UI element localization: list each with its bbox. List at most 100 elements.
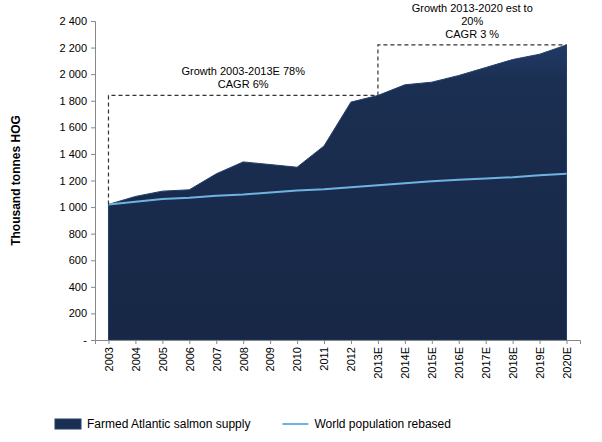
x-tick-label: 2015E: [426, 347, 438, 379]
y-tick-label: 400: [69, 281, 87, 293]
y-tick-label: 200: [69, 307, 87, 319]
y-axis-title: Thousand tonnes HOG: [9, 115, 23, 246]
legend-swatch: [282, 423, 308, 425]
x-tick: 2015E: [426, 340, 438, 379]
y-tick-label: 2 200: [59, 42, 87, 54]
x-tick: 2006: [184, 340, 196, 371]
y-tick-label: 2 000: [59, 68, 87, 80]
x-tick-mark: [378, 340, 379, 344]
y-tick: 1 800: [59, 95, 95, 107]
y-tick: 1 000: [59, 201, 95, 213]
plot-area: [108, 45, 566, 340]
x-tick-label: 2008: [238, 347, 250, 371]
x-tick: 2014E: [399, 340, 411, 379]
y-tick: 400: [69, 281, 95, 293]
x-tick: 2018E: [507, 340, 519, 379]
x-tick: 2009: [264, 340, 276, 371]
x-tick-mark: [216, 340, 217, 344]
x-tick-label: 2018E: [507, 347, 519, 379]
x-tick: 2003: [103, 340, 115, 371]
x-tick-mark: [135, 340, 136, 344]
x-tick-mark: [297, 340, 298, 344]
x-tick-label: 2014E: [399, 347, 411, 379]
y-tick-mark: [91, 181, 95, 182]
annotation-text: CAGR 6%: [218, 78, 269, 90]
x-tick: 2020E: [561, 340, 573, 379]
x-tick-label: 2020E: [561, 347, 573, 379]
x-tick-label: 2017E: [480, 347, 492, 379]
x-tick: 2016E: [453, 340, 465, 379]
x-axis-line: [96, 341, 581, 345]
x-tick-label: 2010: [291, 347, 303, 371]
x-tick-mark: [432, 340, 433, 344]
annotation-text: Growth 2013-2020 est to: [412, 2, 533, 14]
y-tick-label: 2 400: [59, 15, 87, 27]
y-tick-label: 800: [69, 228, 87, 240]
legend-label: World population rebased: [314, 417, 451, 431]
y-tick: 2 000: [59, 68, 95, 80]
y-tick-mark: [91, 340, 95, 341]
x-tick-mark: [162, 340, 163, 344]
y-tick-mark: [91, 74, 95, 75]
y-axis: - 200 400 600 800 1 000 1 200 1 400 1 600 1 800 2 …: [59, 15, 95, 346]
legend-label: Farmed Atlantic salmon supply: [87, 417, 250, 431]
y-tick-mark: [91, 127, 95, 128]
x-tick-label: 2005: [157, 347, 169, 371]
y-tick-mark: [91, 260, 95, 261]
x-tick: 2013E: [372, 340, 384, 379]
x-tick: 2011: [318, 340, 330, 371]
x-tick-label: 2016E: [453, 347, 465, 379]
x-tick: 2005: [157, 340, 169, 371]
x-tick-label: 2013E: [372, 347, 384, 379]
annotation-text: 20%: [461, 15, 483, 27]
y-tick-label: 1 800: [59, 95, 87, 107]
x-tick-label: 2009: [264, 347, 276, 371]
x-tick-mark: [540, 340, 541, 344]
y-tick-label: 600: [69, 254, 87, 266]
annotation-bracket: [378, 45, 567, 96]
y-tick: 2 400: [59, 15, 95, 27]
legend-swatch: [55, 419, 81, 429]
x-tick-mark: [270, 340, 271, 344]
x-tick: 2007: [211, 340, 223, 371]
annotation-text: Growth 2003-2013E 78%: [181, 65, 305, 77]
y-tick-mark: [91, 101, 95, 102]
y-tick-label: 1 600: [59, 121, 87, 133]
y-tick: 2 200: [59, 42, 95, 54]
y-tick: 600: [69, 254, 95, 266]
y-tick-mark: [91, 207, 95, 208]
y-tick-mark: [91, 313, 95, 314]
x-axis: 2003200420052006200720082009201020112012…: [96, 340, 581, 379]
x-tick-label: 2003: [103, 347, 115, 371]
x-tick: 2010: [291, 340, 303, 371]
y-axis-line: [91, 22, 96, 341]
x-tick-mark: [351, 340, 352, 344]
x-tick: 2004: [130, 340, 142, 371]
x-tick-mark: [486, 340, 487, 344]
y-tick-mark: [91, 154, 95, 155]
x-tick-label: 2019E: [534, 347, 546, 379]
y-tick: -: [83, 334, 95, 346]
y-tick-label: 1 200: [59, 175, 87, 187]
annotation-text: CAGR 3 %: [445, 28, 499, 40]
y-tick: 1 400: [59, 148, 95, 160]
y-tick: 200: [69, 307, 95, 319]
y-tick-label: -: [83, 334, 87, 346]
x-tick-mark: [189, 340, 190, 344]
x-tick-label: 2006: [184, 347, 196, 371]
x-tick-mark: [108, 340, 109, 344]
x-tick-mark: [324, 340, 325, 344]
y-tick-label: 1 000: [59, 201, 87, 213]
y-tick-mark: [91, 234, 95, 235]
line-series: [108, 174, 566, 205]
x-tick-mark: [243, 340, 244, 344]
y-tick-mark: [91, 21, 95, 22]
x-tick: 2017E: [480, 340, 492, 379]
x-tick-mark: [567, 340, 568, 344]
x-tick: 2008: [238, 340, 250, 371]
chart: - 200 400 600 800 1 000 1 200 1 400 1 600 1 800 2 …: [0, 0, 602, 442]
x-tick-label: 2004: [130, 347, 142, 371]
legend: Farmed Atlantic salmon supply World popul…: [55, 417, 451, 431]
x-tick: 2019E: [534, 340, 546, 379]
x-tick-label: 2011: [318, 347, 330, 371]
